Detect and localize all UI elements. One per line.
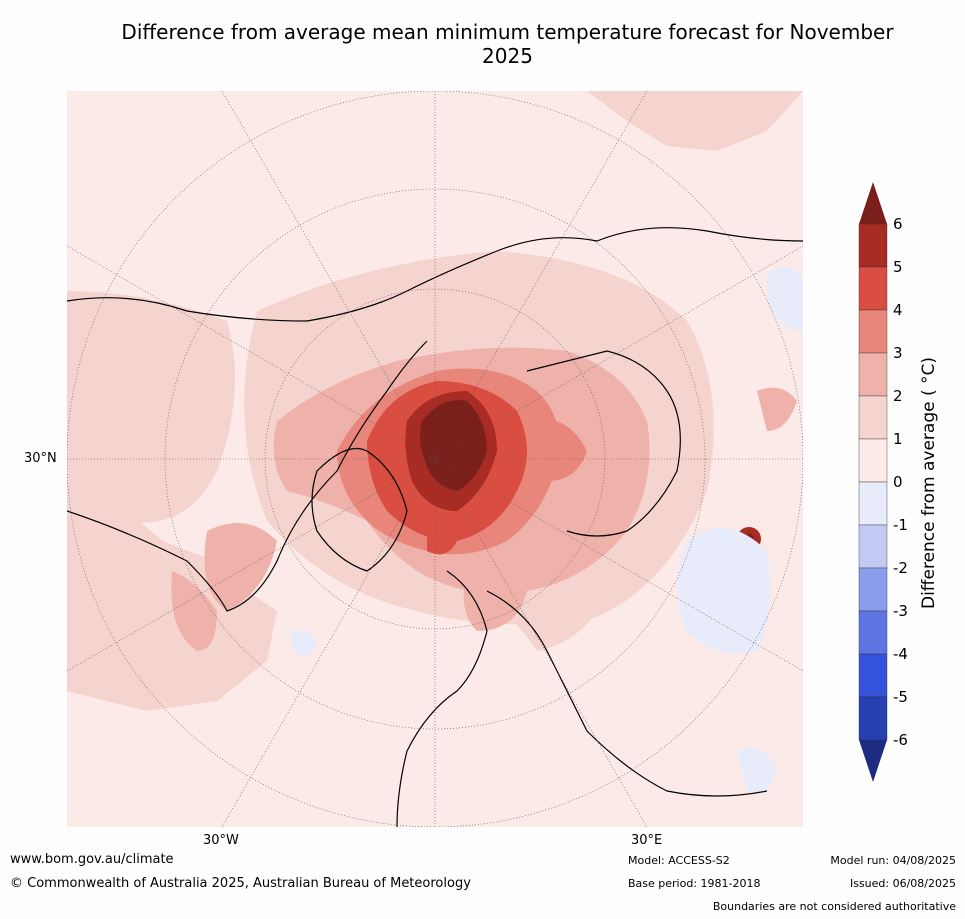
footer-copyright: © Commonwealth of Australia 2025, Austra… xyxy=(10,876,471,891)
colorbar-segment xyxy=(858,524,888,569)
footer-base-period: Base period: 1981-2018 xyxy=(628,877,761,890)
colorbar-segment xyxy=(858,481,888,526)
colorbar-tick-label: -1 xyxy=(893,516,908,534)
colorbar-tick-label: 6 xyxy=(893,215,903,233)
colorbar-label: Difference from average ( °C) xyxy=(919,356,939,610)
colorbar-segment xyxy=(858,352,888,397)
footer-disclaimer: Boundaries are not considered authoritat… xyxy=(712,900,956,913)
colorbar-tick-label: 0 xyxy=(893,473,903,491)
footer-model-run: Model run: 04/08/2025 xyxy=(830,854,956,867)
colorbar-tick-label: -5 xyxy=(893,688,908,706)
lon-label-30e: 30°E xyxy=(631,833,663,848)
colorbar-tick-label: -2 xyxy=(893,559,908,577)
colorbar-tick-label: -6 xyxy=(893,731,908,749)
colorbar-tick-label: -4 xyxy=(893,645,908,663)
colorbar-segment xyxy=(858,438,888,483)
colorbar-extend-top xyxy=(859,182,887,224)
footer-model: Model: ACCESS-S2 xyxy=(628,854,730,867)
colorbar-tick-label: 1 xyxy=(893,430,903,448)
anomaly-below-0-regions xyxy=(292,267,803,794)
colorbar-segment xyxy=(858,223,888,268)
colorbar-tick-label: 3 xyxy=(893,344,903,362)
colorbar-tick-label: 2 xyxy=(893,387,903,405)
polar-temperature-map xyxy=(67,91,803,827)
colorbar-segment xyxy=(858,266,888,311)
colorbar xyxy=(858,182,888,782)
colorbar-tick-label: -3 xyxy=(893,602,908,620)
lat-label-30n: 30°N xyxy=(24,451,57,466)
colorbar-segment xyxy=(858,567,888,612)
coastlines xyxy=(67,227,803,827)
colorbar-extend-bottom xyxy=(859,740,887,782)
colorbar-segment xyxy=(858,395,888,440)
colorbar-tick-label: 4 xyxy=(893,301,903,319)
chart-title: Difference from average mean minimum tem… xyxy=(121,20,894,68)
colorbar-tick-label: 5 xyxy=(893,258,903,276)
footer-url[interactable]: www.bom.gov.au/climate xyxy=(10,852,174,867)
graticule xyxy=(67,91,803,827)
colorbar-segment xyxy=(858,610,888,655)
colorbar-segment xyxy=(858,696,888,741)
lon-label-30w: 30°W xyxy=(203,833,239,848)
footer-issued: Issued: 06/08/2025 xyxy=(849,877,956,890)
colorbar-segment xyxy=(858,309,888,354)
colorbar-segment xyxy=(858,653,888,698)
